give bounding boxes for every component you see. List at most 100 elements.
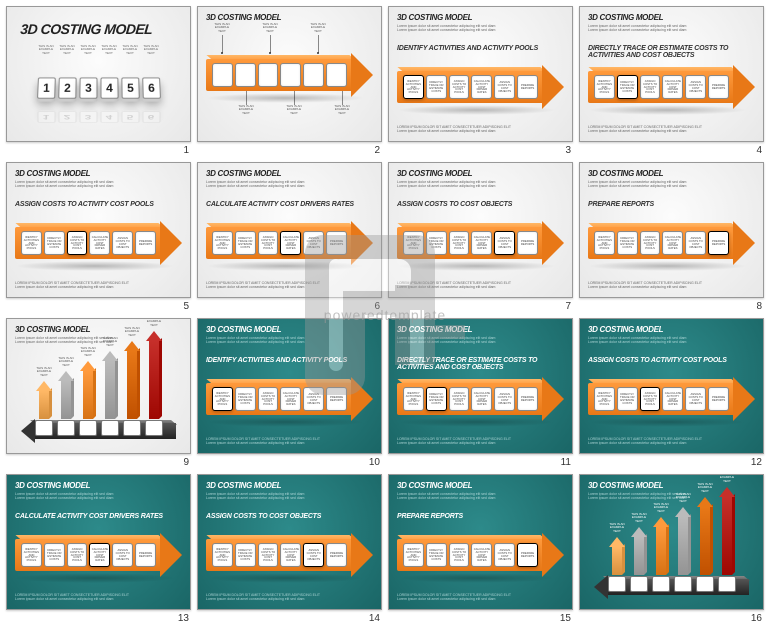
step-box: ASSIGN COSTS TO COST OBJECTS: [685, 75, 706, 99]
step-box: PREPARE REPORTS: [708, 231, 729, 255]
step-box: CALCULATE ACTIVITY COST DRIVER RATES: [89, 231, 110, 255]
step-subtitle: CALCULATE ACTIVITY COST DRIVERS RATES: [206, 201, 373, 208]
vertical-arrow: [105, 351, 115, 419]
step-subtitle: ASSIGN COSTS TO ACTIVITY COST POOLS: [15, 201, 182, 208]
slide: 3D COSTING MODEL Lorem ipsum dolor sit a…: [197, 474, 382, 610]
process-arrow: IDENTIFY ACTIVITIES AND ACTIVITY POOLSDI…: [206, 377, 373, 421]
lorem-top: Lorem ipsum dolor sit amet consectetur a…: [580, 178, 763, 190]
slide-cell: 3D COSTING MODEL Lorem ipsum dolor sit a…: [388, 474, 573, 624]
step-box: IDENTIFY ACTIVITIES AND ACTIVITY POOLS: [403, 543, 424, 567]
slide: 3D COSTING MODEL Lorem ipsum dolor sit a…: [388, 6, 573, 142]
step-box: ASSIGN COSTS TO COST OBJECTS: [494, 543, 515, 567]
step-box: DIRECTLY TRACE OR ESTIMATE COSTS: [617, 75, 638, 99]
bar-base-arrow: [21, 415, 176, 439]
bar-box: [79, 420, 97, 436]
annotation: THIS IS AN EXAMPLE TEXT: [332, 105, 352, 115]
step-box: ASSIGN COSTS TO ACTIVITY COST POOLS: [449, 75, 470, 99]
slide-cell: 3D COSTING MODEL Lorem ipsum dolor sit a…: [197, 162, 382, 312]
slide: 3D COSTING MODEL Lorem ipsum dolor sit a…: [197, 318, 382, 454]
annotation: THIS IS AN EXAMPLE TEXT: [212, 23, 232, 33]
slide-title: 3D COSTING MODEL: [198, 319, 381, 334]
bar-label: THIS IS AN EXAMPLE TEXT: [77, 347, 99, 357]
slide-title: 3D COSTING MODEL: [389, 163, 572, 178]
step-box: ASSIGN COSTS TO ACTIVITY COST POOLS: [258, 231, 279, 255]
slide-number: 4: [756, 145, 762, 156]
bar-box: [674, 576, 692, 592]
slide: 3D COSTING MODEL Lorem ipsum dolor sit a…: [388, 318, 573, 454]
bar-box: [57, 420, 75, 436]
step-box: ASSIGN COSTS TO COST OBJECTS: [303, 543, 324, 567]
step-box: IDENTIFY ACTIVITIES AND ACTIVITY POOLS: [21, 231, 42, 255]
step-box: [280, 63, 301, 87]
slide-number: 2: [374, 145, 380, 156]
step-box: [326, 63, 347, 87]
bar-label: THIS IS AN EXAMPLE TEXT: [606, 523, 628, 533]
step-box: DIRECTLY TRACE OR ESTIMATE COSTS: [426, 231, 447, 255]
bar-box: [145, 420, 163, 436]
block-label: THIS IS AN EXAMPLE TEXT: [79, 45, 97, 55]
step-box: DIRECTLY TRACE OR ESTIMATE COSTS: [617, 231, 638, 255]
number-block: 3: [79, 77, 97, 98]
step-box: [235, 63, 256, 87]
step-box: IDENTIFY ACTIVITIES AND ACTIVITY POOLS: [212, 543, 233, 567]
step-box: ASSIGN COSTS TO COST OBJECTS: [685, 387, 706, 411]
block-label: THIS IS AN EXAMPLE TEXT: [37, 45, 55, 55]
slide-cell: 3D COSTING MODEL Lorem ipsum dolor sit a…: [388, 318, 573, 468]
step-box: PREPARE REPORTS: [708, 387, 729, 411]
bar-label: THIS IS AN EXAMPLE TEXT: [650, 503, 672, 513]
step-box: ASSIGN COSTS TO ACTIVITY COST POOLS: [258, 543, 279, 567]
slide-cell: 3D COSTING MODEL Lorem ipsum dolor sit a…: [197, 318, 382, 468]
bar-box: [608, 576, 626, 592]
step-subtitle: ASSIGN COSTS TO ACTIVITY COST POOLS: [588, 357, 755, 364]
vertical-arrow: [149, 331, 159, 419]
slide-number: 1: [183, 145, 189, 156]
lorem-bottom: LOREM IPSUM DOLOR SIT AMET CONSECTETUER …: [397, 281, 564, 289]
bar-base-arrow: [594, 571, 749, 595]
step-box: ASSIGN COSTS TO ACTIVITY COST POOLS: [640, 75, 661, 99]
slide-number: 8: [756, 301, 762, 312]
step-box: ASSIGN COSTS TO ACTIVITY COST POOLS: [67, 543, 88, 567]
step-box: CALCULATE ACTIVITY COST DRIVER RATES: [662, 75, 683, 99]
bar-label: THIS IS AN EXAMPLE TEXT: [694, 483, 716, 493]
step-box: ASSIGN COSTS TO COST OBJECTS: [303, 231, 324, 255]
lorem-top: Lorem ipsum dolor sit amet consectetur a…: [580, 334, 763, 346]
step-box: CALCULATE ACTIVITY COST DRIVER RATES: [471, 543, 492, 567]
step-subtitle: ASSIGN COSTS TO COST OBJECTS: [397, 201, 564, 208]
step-subtitle: DIRECTLY TRACE OR ESTIMATE COSTS TO ACTI…: [397, 357, 564, 371]
slide-cell: 3D COSTING MODEL Lorem ipsum dolor sit a…: [6, 318, 191, 468]
step-box: IDENTIFY ACTIVITIES AND ACTIVITY POOLS: [403, 387, 424, 411]
step-box: DIRECTLY TRACE OR ESTIMATE COSTS: [426, 75, 447, 99]
step-box: ASSIGN COSTS TO ACTIVITY COST POOLS: [449, 543, 470, 567]
step-box: ASSIGN COSTS TO ACTIVITY COST POOLS: [449, 231, 470, 255]
lorem-top: Lorem ipsum dolor sit amet consectetur a…: [389, 490, 572, 502]
step-box: PREPARE REPORTS: [517, 543, 538, 567]
slide-number: 3: [565, 145, 571, 156]
slide-title: 3D COSTING MODEL: [580, 163, 763, 178]
step-box: CALCULATE ACTIVITY COST DRIVER RATES: [280, 387, 301, 411]
slide-cell: 3D COSTING MODEL Lorem ipsum dolor sit a…: [197, 474, 382, 624]
annotation: THIS IS AN EXAMPLE TEXT: [260, 23, 280, 33]
process-arrow: IDENTIFY ACTIVITIES AND ACTIVITY POOLSDI…: [15, 221, 182, 265]
lorem-bottom: LOREM IPSUM DOLOR SIT AMET CONSECTETUER …: [15, 281, 182, 289]
step-box: [303, 63, 324, 87]
lorem-top: Lorem ipsum dolor sit amet consectetur a…: [198, 334, 381, 346]
step-box: PREPARE REPORTS: [135, 231, 156, 255]
number-block: 4: [100, 77, 118, 98]
lorem-top: Lorem ipsum dolor sit amet consectetur a…: [389, 22, 572, 34]
step-box: PREPARE REPORTS: [326, 231, 347, 255]
step-box: ASSIGN COSTS TO COST OBJECTS: [494, 387, 515, 411]
step-box: DIRECTLY TRACE OR ESTIMATE COSTS: [426, 543, 447, 567]
number-block: 2: [58, 77, 76, 98]
slide-cell: 3D COSTING MODEL Lorem ipsum dolor sit a…: [579, 162, 764, 312]
process-arrow: IDENTIFY ACTIVITIES AND ACTIVITY POOLSDI…: [397, 377, 564, 421]
vertical-arrow: [83, 361, 93, 419]
step-box: PREPARE REPORTS: [517, 387, 538, 411]
slide-title: 3D COSTING MODEL: [198, 163, 381, 178]
step-box: ASSIGN COSTS TO ACTIVITY COST POOLS: [640, 387, 661, 411]
step-box: IDENTIFY ACTIVITIES AND ACTIVITY POOLS: [594, 231, 615, 255]
bar-chart: THIS IS AN EXAMPLE TEXT THIS IS AN EXAMPL…: [594, 503, 749, 595]
slide-cell: 3D COSTING MODEL Lorem ipsum dolor sit a…: [579, 474, 764, 624]
step-box: IDENTIFY ACTIVITIES AND ACTIVITY POOLS: [212, 231, 233, 255]
block-label: THIS IS AN EXAMPLE TEXT: [142, 45, 160, 55]
step-subtitle: IDENTIFY ACTIVITIES AND ACTIVITY POOLS: [206, 357, 373, 364]
